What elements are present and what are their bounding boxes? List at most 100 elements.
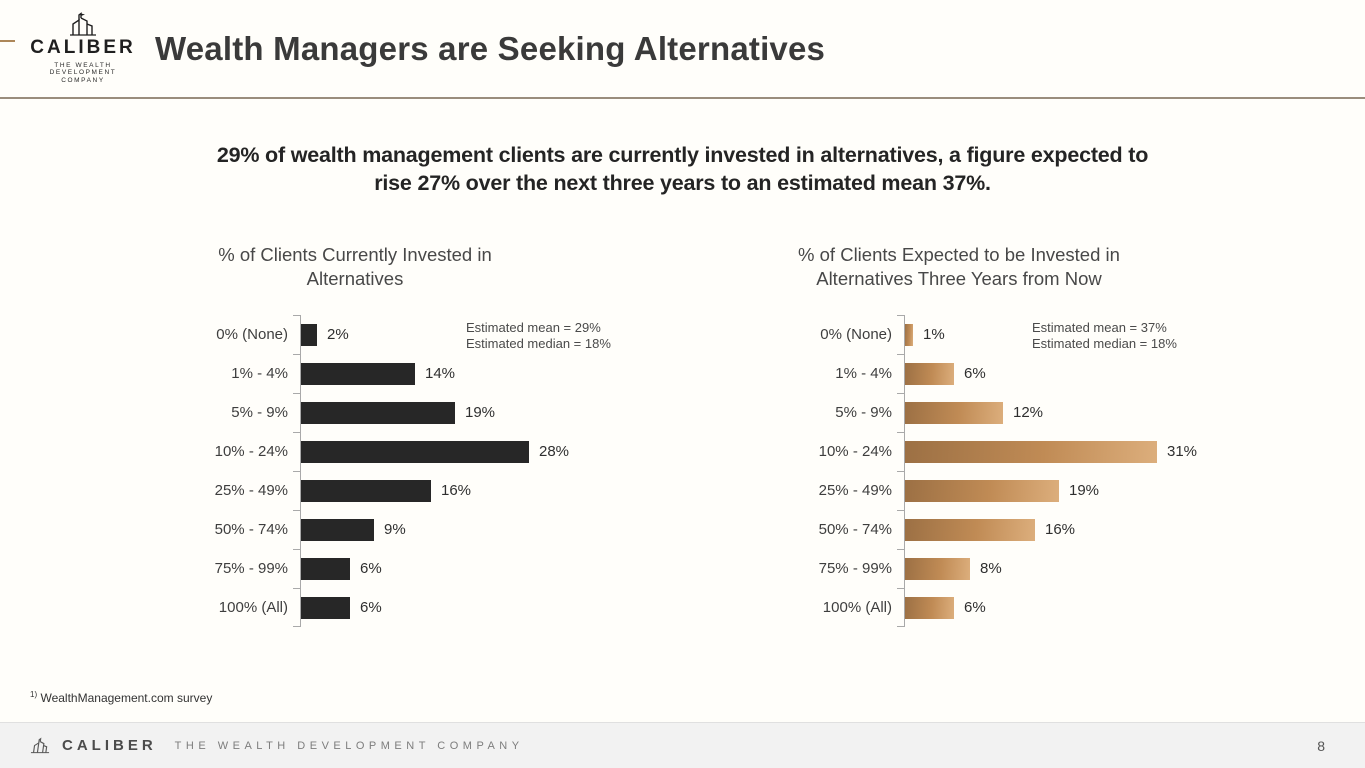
bar-row: 10% - 24% 31% (739, 432, 1197, 471)
category-label: 10% - 24% (818, 443, 892, 460)
bar-row: 25% - 49% 16% (135, 471, 575, 510)
annotation-median: Estimated median = 18% (466, 335, 611, 351)
chart-annotation: Estimated mean = 29% Estimated median = … (466, 320, 611, 351)
bar-track: 16% (897, 510, 1179, 549)
axis-tick (897, 393, 904, 394)
bar-track: 6% (293, 588, 575, 627)
bar (301, 518, 374, 541)
bar-row: 5% - 9% 19% (135, 393, 575, 432)
value-label: 8% (980, 560, 1002, 577)
value-label: 6% (360, 599, 382, 616)
value-label: 28% (539, 443, 570, 460)
value-label: 16% (1045, 521, 1076, 538)
header-divider (0, 97, 1365, 99)
value-label: 1% (923, 326, 945, 343)
bar (301, 596, 350, 619)
bar-track: 1% (897, 315, 1179, 354)
category-label: 0% (None) (820, 326, 892, 343)
axis-tick (293, 549, 300, 550)
bar-row: 50% - 74% 9% (135, 510, 575, 549)
bar-track: 16% (293, 471, 575, 510)
footer-caliber-logo: CALIBER THE WEALTH DEVELOPMENT COMPANY (30, 737, 524, 754)
subtitle-line1: 29% of wealth management clients are cur… (216, 143, 1149, 167)
category-label: 1% - 4% (231, 365, 288, 382)
chart-expected-invested: % of Clients Expected to be Invested in … (739, 243, 1197, 633)
axis-tick (897, 432, 904, 433)
bar-row: 5% - 9% 12% (739, 393, 1179, 432)
value-label: 6% (964, 365, 986, 382)
bar-row: 75% - 99% 8% (739, 549, 1179, 588)
caliber-logo: CALIBER THE WEALTH DEVELOPMENT COMPANY (24, 12, 142, 84)
value-label: 31% (1167, 443, 1198, 460)
axis-tick (293, 588, 300, 589)
value-label: 2% (327, 326, 349, 343)
page-number: 8 (1317, 737, 1325, 754)
footer-brand-text: CALIBER (62, 737, 157, 754)
axis-tick (897, 471, 904, 472)
value-label: 19% (1069, 482, 1100, 499)
chart-title: % of Clients Currently Invested in Alter… (218, 244, 492, 289)
footnote: 1) WealthManagement.com survey (30, 690, 212, 705)
category-label: 100% (All) (822, 599, 892, 616)
footnote-marker: 1) (30, 690, 38, 699)
value-label: 6% (360, 560, 382, 577)
value-label: 6% (964, 599, 986, 616)
bar-track: 19% (897, 471, 1179, 510)
bar (905, 479, 1059, 502)
logo-tagline-line2: COMPANY (61, 77, 105, 84)
category-label: 1% - 4% (835, 365, 892, 382)
axis-tick (293, 432, 300, 433)
axis-tick (897, 549, 904, 550)
bar-track: 9% (293, 510, 575, 549)
axis-tick (293, 315, 300, 316)
footer-bar: CALIBER THE WEALTH DEVELOPMENT COMPANY 8 (0, 722, 1365, 768)
category-label: 25% - 49% (214, 482, 288, 499)
subtitle-line2: rise 27% over the next three years to an… (374, 171, 991, 195)
bar-track: 14% (293, 354, 575, 393)
axis-tick (293, 393, 300, 394)
bar-row: 25% - 49% 19% (739, 471, 1179, 510)
axis-tick (897, 510, 904, 511)
bar (301, 323, 317, 346)
axis-tick (293, 471, 300, 472)
annotation-mean: Estimated mean = 37% (1032, 320, 1167, 335)
footnote-text: WealthManagement.com survey (40, 691, 213, 705)
axis-tick (897, 315, 904, 316)
footer-tagline-text: THE WEALTH DEVELOPMENT COMPANY (174, 739, 524, 752)
bar-track: 8% (897, 549, 1179, 588)
bar (301, 362, 415, 385)
bar (905, 440, 1157, 463)
category-label: 50% - 74% (818, 521, 892, 538)
axis-tick (293, 510, 300, 511)
category-label: 5% - 9% (231, 404, 288, 421)
logo-brand-text: CALIBER (30, 37, 136, 58)
edge-accent-dash (0, 40, 15, 42)
bar-track: 6% (897, 588, 1179, 627)
bar-track: 12% (897, 393, 1179, 432)
bar-row: 1% - 4% 6% (739, 354, 1179, 393)
category-label: 50% - 74% (214, 521, 288, 538)
axis-tick (897, 626, 904, 627)
annotation-median: Estimated median = 18% (1032, 335, 1177, 351)
building-icon (70, 12, 96, 36)
axis-tick (897, 588, 904, 589)
chart-current-invested: % of Clients Currently Invested in Alter… (135, 243, 611, 633)
axis-tick (897, 354, 904, 355)
axis-tick (293, 626, 300, 627)
bar (905, 401, 1003, 424)
bar (905, 518, 1035, 541)
annotation-mean: Estimated mean = 29% (466, 320, 601, 335)
bar (301, 440, 529, 463)
bar-track: 31% (897, 432, 1197, 471)
chart-plot-area: 0% (None) 2% 1% - 4% 14% 5% - 9% 19% 10% - 24%… (135, 315, 575, 627)
bar-track: 6% (897, 354, 1179, 393)
bar (301, 401, 455, 424)
category-label: 75% - 99% (818, 560, 892, 577)
bar (301, 557, 350, 580)
category-label: 0% (None) (216, 326, 288, 343)
bar-row: 10% - 24% 28% (135, 432, 575, 471)
bar-row: 1% - 4% 14% (135, 354, 575, 393)
bar (905, 323, 913, 346)
bar-row: 0% (None) 2% (135, 315, 575, 354)
